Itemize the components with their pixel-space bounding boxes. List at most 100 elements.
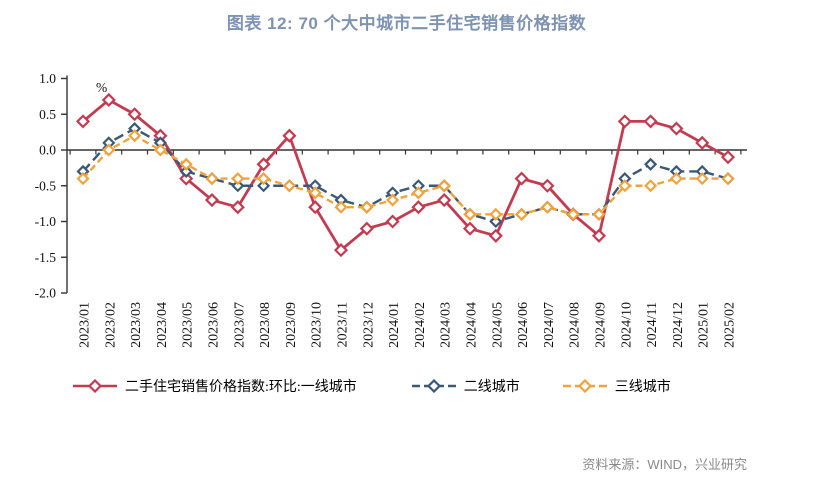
y-axis-tick-label: -2.0	[35, 286, 57, 301]
series-0-marker	[514, 171, 529, 186]
legend-label-second-tier: 二线城市	[463, 380, 520, 395]
x-axis-tick-label: 2024/07	[542, 302, 557, 348]
series-2-marker	[334, 200, 348, 214]
series-2-marker	[102, 143, 116, 157]
series-0-marker	[462, 221, 478, 236]
series-2-marker	[231, 172, 245, 186]
x-axis-tick-label: 2023/05	[181, 302, 196, 348]
series-1-marker	[257, 179, 271, 193]
y-axis-tick-label: 0.0	[39, 143, 56, 158]
series-0-marker	[643, 114, 658, 129]
series-0-marker	[333, 243, 349, 258]
series-line-0	[82, 98, 729, 252]
series-1-marker	[644, 157, 658, 171]
series-2-marker	[644, 179, 658, 193]
y-axis-tick-label: -1.5	[35, 250, 57, 265]
series-2-marker	[76, 172, 90, 186]
series-2-marker	[437, 179, 451, 193]
series-0-marker	[282, 128, 297, 143]
series-0-marker	[411, 200, 426, 215]
series-0-marker	[230, 200, 245, 215]
series-2-marker	[411, 186, 425, 200]
series-0-marker	[359, 221, 374, 236]
series-2-marker	[257, 172, 271, 186]
y-axis-tick-label: 1.0	[39, 71, 56, 86]
x-axis-tick-label: 2024/04	[465, 302, 480, 348]
legend-swatch-diamond	[426, 379, 441, 393]
x-axis-tick-label: 2023/02	[103, 302, 118, 348]
series-2-marker	[360, 200, 374, 214]
series-2-marker	[669, 172, 683, 186]
chart-title: 图表 12: 70 个大中城市二手住宅销售价格指数	[226, 14, 587, 33]
x-axis-tick-label: 2023/12	[361, 302, 376, 348]
y-axis-tick-label: -1.0	[35, 214, 57, 229]
series-0-marker	[75, 114, 91, 129]
series-2-marker	[618, 179, 632, 193]
source-note: 资料来源：WIND，兴业研究	[582, 457, 747, 472]
legend-marker-third-tier	[562, 379, 607, 393]
series-2-marker	[386, 193, 400, 207]
x-axis-tick-label: 2023/07	[232, 302, 247, 348]
x-axis-tick-label: 2024/11	[645, 302, 660, 347]
x-axis-tick-label: 2025/01	[697, 302, 712, 348]
series-2-marker	[179, 157, 193, 171]
series-2-marker	[540, 200, 554, 214]
legend-marker-first-tier	[73, 379, 117, 393]
series-1-marker	[179, 164, 193, 179]
legend-marker-second-tier	[411, 379, 456, 393]
legend-item-first-tier: 二手住宅销售价格指数:环比:一线城市	[72, 376, 357, 396]
series-0-marker	[669, 121, 684, 136]
series-0-marker	[540, 178, 555, 193]
series-0-marker	[488, 228, 503, 243]
x-axis-tick-label: 2024/01	[387, 302, 402, 348]
x-axis-tick-label: 2024/10	[619, 302, 634, 348]
series-0-marker	[591, 228, 607, 243]
series-0-marker	[720, 150, 736, 165]
legend-label-third-tier: 三线城市	[614, 380, 671, 395]
x-axis-tick-label: 2024/02	[413, 302, 428, 348]
series-2-marker	[695, 172, 709, 186]
series-2-marker	[463, 207, 477, 221]
x-axis-tick-label: 2025/02	[723, 302, 738, 348]
x-axis-tick-label: 2023/09	[284, 302, 299, 348]
legend-item-second-tier: 二线城市	[411, 376, 520, 396]
series-line-1	[82, 127, 729, 223]
series-2-marker	[515, 207, 529, 221]
x-axis-tick-label: 2024/12	[671, 302, 686, 348]
series-line-2	[82, 134, 728, 216]
x-axis-tick-label: 2024/03	[439, 302, 454, 348]
legend-swatch-diamond	[87, 379, 103, 393]
legend-label-first-tier: 二手住宅销售价格指数:环比:一线城市	[125, 380, 357, 395]
series-2-marker	[128, 129, 142, 143]
x-axis-tick-label: 2023/06	[207, 302, 222, 348]
series-0-marker	[308, 200, 323, 215]
series-0-marker	[127, 107, 142, 122]
series-0-marker	[385, 214, 400, 229]
x-axis-tick-label: 2023/08	[258, 302, 273, 348]
legend-swatch-diamond	[577, 379, 592, 393]
series-0-marker	[617, 114, 632, 129]
series-2-marker	[566, 207, 580, 221]
series-0-marker	[101, 92, 116, 108]
x-axis-tick-label: 2023/04	[155, 302, 170, 348]
x-axis-tick-label: 2024/05	[490, 302, 505, 348]
x-axis-tick-label: 2023/11	[336, 302, 351, 347]
series-1-marker	[231, 179, 245, 193]
series-0-marker	[256, 157, 271, 172]
legend-item-third-tier: 三线城市	[562, 376, 671, 396]
series-0-marker	[695, 135, 710, 150]
series-2-marker	[489, 207, 503, 221]
series-0-marker	[437, 192, 452, 208]
x-axis-tick-label: 2023/10	[310, 302, 325, 348]
series-2-marker	[205, 172, 219, 186]
chart-legend: 二手住宅销售价格指数:环比:一线城市 二线城市 三线城市	[72, 376, 671, 396]
x-axis-tick-label: 2024/06	[516, 302, 531, 348]
series-2-marker	[282, 179, 296, 193]
y-axis-unit-label: %	[96, 80, 107, 95]
series-0-marker	[179, 171, 194, 186]
x-axis-tick-label: 2023/03	[129, 302, 144, 348]
series-2-marker	[308, 186, 322, 200]
y-axis-tick-label: 0.5	[39, 107, 56, 122]
